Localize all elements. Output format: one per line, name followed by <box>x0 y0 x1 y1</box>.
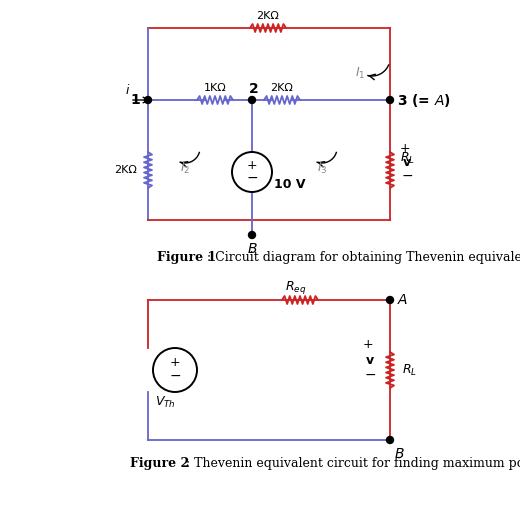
Text: $V_{Th}$: $V_{Th}$ <box>154 394 175 410</box>
Text: $\mathit{i}$: $\mathit{i}$ <box>125 83 131 97</box>
Text: −: − <box>169 369 181 383</box>
Text: $R_L$: $R_L$ <box>402 362 417 378</box>
Text: Figure 2: Figure 2 <box>130 457 189 469</box>
Text: +: + <box>400 142 411 155</box>
Text: $\mathit{I}_1$: $\mathit{I}_1$ <box>355 66 365 80</box>
Text: 1: 1 <box>130 93 140 107</box>
Text: 2: 2 <box>249 82 259 96</box>
Text: $R_L$: $R_L$ <box>400 151 415 165</box>
Text: +: + <box>170 356 180 370</box>
Circle shape <box>386 97 394 103</box>
Text: $\mathit{A}$: $\mathit{A}$ <box>397 293 408 307</box>
Text: 10 V: 10 V <box>274 178 306 190</box>
Text: 2KΩ: 2KΩ <box>270 83 293 93</box>
Text: +: + <box>362 338 373 352</box>
Circle shape <box>386 437 394 443</box>
Text: 3 (= $\mathit{A}$): 3 (= $\mathit{A}$) <box>397 92 451 108</box>
Circle shape <box>145 97 151 103</box>
Text: : Thevenin equivalent circuit for finding maximum power transfer: : Thevenin equivalent circuit for findin… <box>186 457 520 469</box>
Circle shape <box>249 97 255 103</box>
Text: −: − <box>402 169 413 183</box>
Text: $\mathit{I}_3$: $\mathit{I}_3$ <box>317 160 327 176</box>
Text: 2KΩ: 2KΩ <box>114 165 137 175</box>
Text: Figure 1: Figure 1 <box>157 251 216 265</box>
Text: 2KΩ: 2KΩ <box>256 11 279 21</box>
Text: −: − <box>246 171 258 185</box>
Text: $\mathit{I}_2$: $\mathit{I}_2$ <box>180 160 190 176</box>
Text: −: − <box>364 368 376 382</box>
Text: 1KΩ: 1KΩ <box>204 83 226 93</box>
Text: : Circuit diagram for obtaining Thevenin equivalent circuit: : Circuit diagram for obtaining Thevenin… <box>207 251 520 265</box>
Text: $R_{eq}$: $R_{eq}$ <box>285 278 307 296</box>
Text: $\mathit{B}$: $\mathit{B}$ <box>246 242 257 256</box>
Text: $\mathbf{v}$: $\mathbf{v}$ <box>402 156 412 168</box>
Circle shape <box>386 297 394 303</box>
Text: $\mathit{B}$: $\mathit{B}$ <box>394 447 405 461</box>
Text: +: + <box>246 158 257 172</box>
Text: $\mathbf{v}$: $\mathbf{v}$ <box>365 353 375 366</box>
Circle shape <box>249 232 255 239</box>
